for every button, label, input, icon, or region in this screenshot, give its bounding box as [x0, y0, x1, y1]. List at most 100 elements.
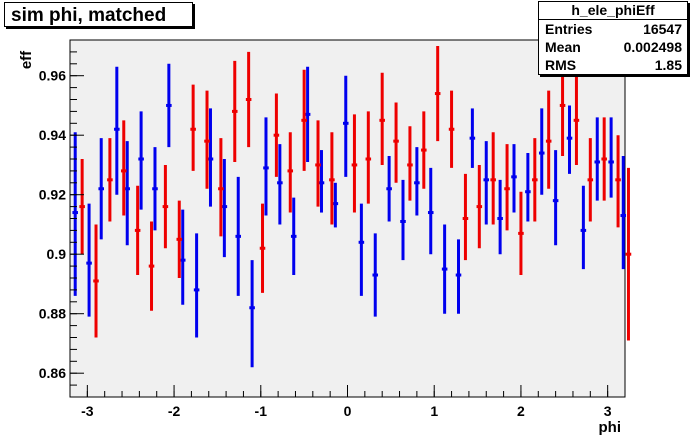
stats-row-entries: Entries 16547: [539, 20, 687, 38]
series-0-point: [483, 141, 490, 225]
series-1-point: [587, 138, 594, 222]
series-0-point: [427, 167, 434, 255]
series-0-point: [290, 197, 297, 276]
series-1-point: [532, 138, 538, 222]
series-1-point: [476, 164, 483, 249]
series-1-point: [462, 173, 469, 261]
series-0-point: [497, 179, 503, 255]
x-axis-label: phi: [599, 419, 622, 436]
series-1-point: [351, 114, 358, 213]
x-tick-label: -2: [168, 403, 181, 419]
series-1-point: [393, 102, 399, 183]
series-0-point: [179, 209, 186, 305]
y-tick-label: 0.94: [39, 127, 66, 143]
series-1-point: [329, 132, 335, 225]
series-0-point: [152, 147, 158, 231]
series-0-point: [124, 141, 131, 246]
series-0-point: [538, 108, 545, 195]
series-0-point: [455, 239, 462, 314]
series-0-point: [98, 138, 104, 240]
series-0-point: [358, 203, 365, 296]
stats-value: 16547: [643, 21, 682, 37]
series-0-point: [372, 233, 379, 317]
series-0-point: [207, 108, 214, 207]
series-1-point: [148, 221, 155, 311]
series-1-point: [601, 117, 607, 201]
stats-value: 0.002498: [623, 39, 682, 55]
series-1-point: [615, 135, 621, 228]
stats-histogram-name: h_ele_phiEff: [539, 2, 687, 20]
y-tick-label: 0.86: [39, 365, 66, 381]
stats-box: h_ele_phiEff Entries 16547 Mean 0.002498…: [538, 1, 688, 75]
series-0-point: [580, 185, 587, 270]
series-1-point: [365, 111, 372, 204]
y-tick-label: 0.92: [39, 187, 66, 203]
series-1-point: [134, 185, 141, 276]
series-0-point: [552, 150, 559, 246]
x-tick-label: -1: [255, 403, 268, 419]
series-1-point: [287, 132, 294, 213]
series-0-point: [318, 150, 325, 213]
stats-row-rms: RMS 1.85: [539, 56, 687, 74]
series-1-point: [625, 167, 632, 341]
series-1-point: [490, 132, 496, 225]
x-tick-label: 2: [517, 403, 525, 419]
series-0-point: [235, 176, 242, 296]
series-0-point: [566, 105, 573, 174]
series-1-point: [407, 126, 413, 201]
series-1-point: [259, 203, 266, 293]
axes: 0.86 0.88 0.9 0.92 0.94 0.96 -3 -2 -1 0 1 2 3: [39, 39, 626, 419]
series-1-point: [120, 120, 127, 216]
series-1-point: [176, 200, 183, 278]
chart-title: sim phi, matched: [4, 2, 193, 27]
stats-label: Entries: [545, 21, 593, 37]
series-1-point: [79, 159, 85, 255]
x-tick-label: 1: [430, 403, 438, 419]
series-1-point: [107, 138, 113, 222]
series-0-point: [400, 179, 406, 261]
series-0-point: [594, 117, 601, 201]
series-1-point: [434, 45, 441, 142]
series-1-point: [518, 191, 524, 276]
series-1-point: [504, 144, 510, 231]
series-1-point: [218, 138, 224, 237]
stats-label: RMS: [545, 57, 577, 73]
series-0-point: [620, 156, 627, 270]
series-1-point: [573, 75, 580, 165]
series-1-point: [273, 93, 280, 177]
series-1-point: [190, 84, 196, 171]
stats-value: 1.85: [654, 57, 682, 73]
series-0-point: [414, 147, 420, 216]
series-0-point: [221, 159, 228, 258]
series-0-point: [525, 153, 531, 222]
series-1-point: [162, 164, 169, 249]
series-0-point: [511, 144, 517, 213]
series-0-point: [304, 66, 311, 162]
y-tick-label: 0.9: [47, 246, 67, 262]
series-0-point: [138, 111, 144, 210]
series-0-point: [86, 203, 92, 317]
series-0-point: [114, 66, 120, 195]
series-0-point: [249, 260, 255, 368]
series-0-point: [469, 108, 476, 168]
series-1-point: [421, 111, 427, 189]
plot-frame: [69, 39, 626, 398]
y-tick-label: 0.88: [39, 306, 66, 322]
series-0-point: [332, 182, 339, 228]
series-0-point: [441, 224, 448, 314]
series-1-point: [448, 90, 455, 168]
y-axis-label: eff: [18, 50, 35, 69]
series-0-point: [263, 117, 269, 216]
series-1-point: [204, 90, 210, 189]
x-tick-label: 3: [604, 403, 612, 419]
series-1-point: [245, 51, 252, 148]
series-1-point: [231, 60, 238, 162]
series-1-point: [379, 72, 385, 165]
x-tick-label: -3: [81, 403, 94, 419]
x-tick-label: 0: [344, 403, 352, 419]
stats-row-mean: Mean 0.002498: [539, 38, 687, 56]
series-0-point: [608, 117, 614, 198]
stats-label: Mean: [545, 39, 581, 55]
series-1-point: [301, 69, 307, 171]
